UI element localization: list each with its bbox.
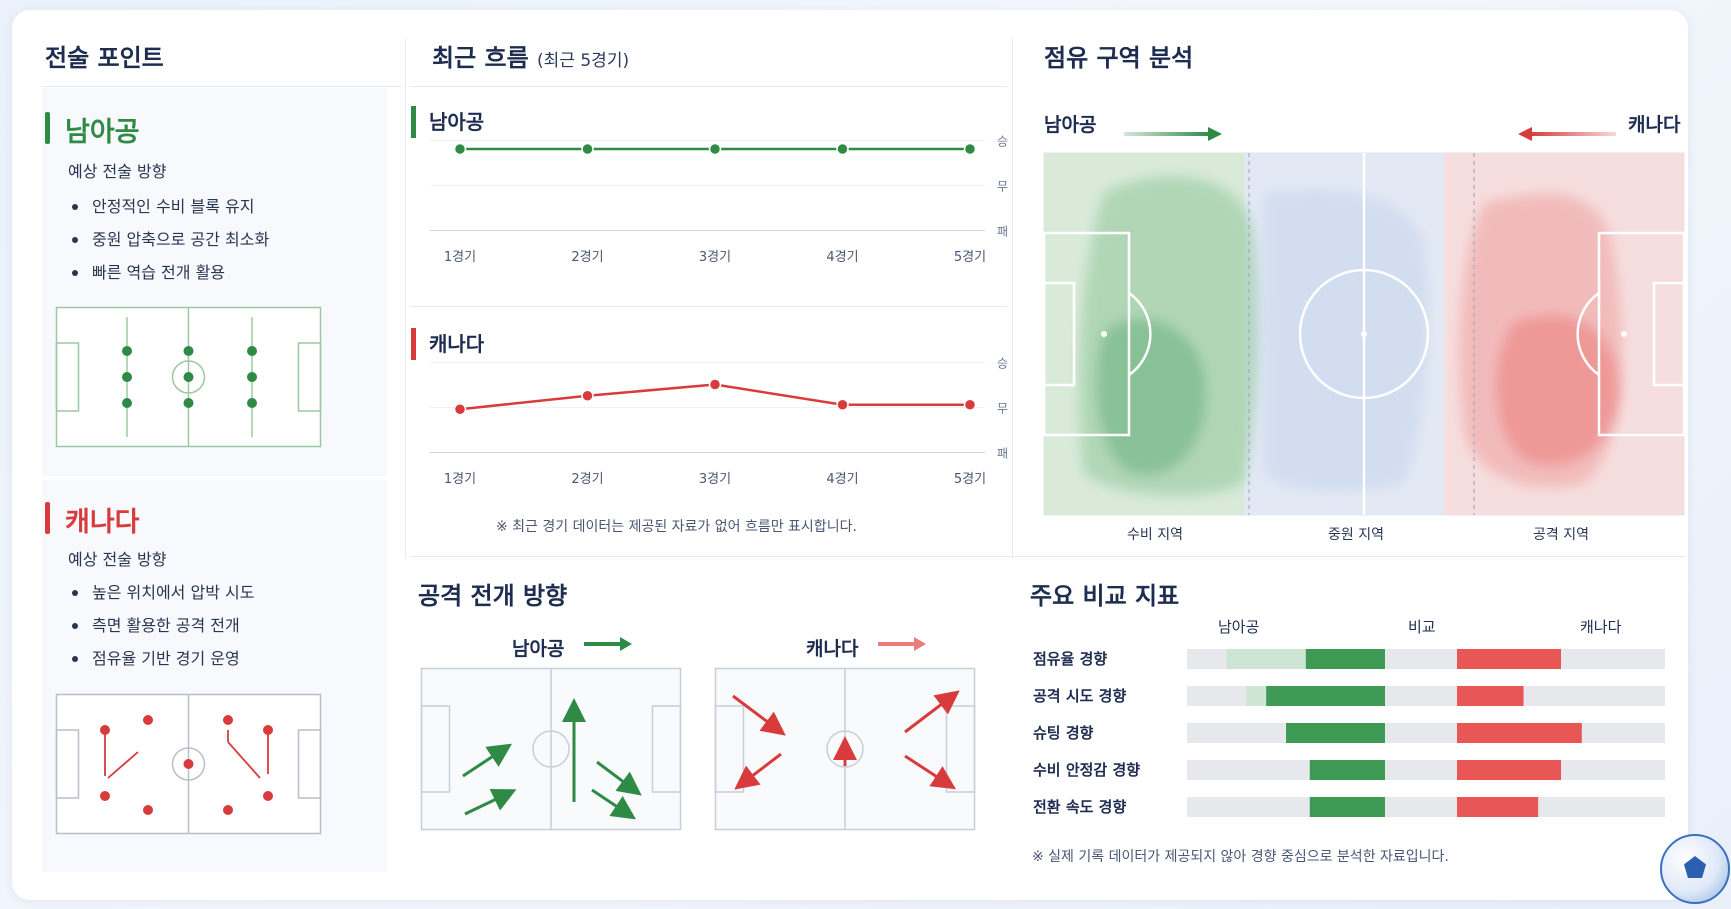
metric-label: 공격 시도 경향 bbox=[1033, 687, 1127, 705]
x-tick-label: 3경기 bbox=[699, 250, 731, 265]
data-point bbox=[836, 398, 849, 411]
y-tick-label: 패 bbox=[997, 447, 1008, 461]
bar-home bbox=[1309, 797, 1385, 817]
trend-subtitle: (최근 5경기) bbox=[537, 51, 630, 71]
trend-away-title: 캐나다 bbox=[411, 328, 484, 360]
bar-home bbox=[1309, 760, 1385, 780]
data-point bbox=[836, 142, 849, 156]
trend-title: 최근 흐름 (최근 5경기) bbox=[432, 38, 629, 73]
possession-home-label: 남아공 bbox=[1044, 114, 1097, 136]
zone-label-midfield: 중원 지역 bbox=[1328, 527, 1384, 543]
x-tick-label: 2경기 bbox=[571, 472, 603, 487]
list-item: 점유율 기반 경기 운영 bbox=[72, 642, 254, 675]
divider bbox=[410, 86, 1007, 87]
list-item: 빠른 역습 전개 활용 bbox=[72, 256, 269, 289]
attack-home-pitch bbox=[420, 667, 682, 831]
y-tick-label: 승 bbox=[997, 135, 1008, 149]
away-team-name: 캐나다 bbox=[45, 500, 140, 539]
metric-label: 수비 안정감 경향 bbox=[1033, 761, 1141, 779]
possession-away-label: 캐나다 bbox=[1628, 114, 1681, 136]
data-point bbox=[581, 389, 594, 402]
trend-home-chart: 승무패 1경기 2경기 3경기 4경기 5경기 bbox=[430, 135, 1008, 265]
tactics-title: 전술 포인트 bbox=[45, 44, 164, 72]
metrics-header-mid: 비교 bbox=[1408, 618, 1436, 636]
x-tick-label: 5경기 bbox=[954, 250, 986, 265]
bar-away bbox=[1457, 797, 1539, 817]
away-plan-label: 예상 전술 방향 bbox=[68, 550, 167, 569]
home-tactics-list: 안정적인 수비 블록 유지 중원 압축으로 공간 최소화 빠른 역습 전개 활용 bbox=[72, 190, 269, 289]
x-tick-label: 3경기 bbox=[699, 472, 731, 487]
home-formation-pitch bbox=[55, 306, 322, 448]
y-tick-label: 무 bbox=[997, 402, 1008, 416]
attack-title: 공격 전개 방향 bbox=[418, 582, 568, 610]
list-item: 중원 압축으로 공간 최소화 bbox=[72, 223, 269, 256]
data-point bbox=[453, 142, 467, 156]
metrics-note: ※ 실제 기록 데이터가 제공되지 않아 경향 중심으로 분석한 자료입니다. bbox=[1032, 849, 1449, 865]
list-item: 높은 위치에서 압박 시도 bbox=[72, 576, 254, 609]
trend-away-chart: 승무패 1경기 2경기 3경기 4경기 5경기 bbox=[430, 357, 1008, 487]
divider bbox=[405, 38, 406, 558]
metric-label: 슈팅 경향 bbox=[1033, 724, 1094, 742]
possession-title: 점유 구역 분석 bbox=[1044, 44, 1194, 72]
bar-home bbox=[1266, 686, 1385, 706]
data-point bbox=[708, 142, 722, 156]
list-item: 측면 활용한 공격 전개 bbox=[72, 609, 254, 642]
possession-heatmap bbox=[1042, 152, 1686, 516]
home-team-name: 남아공 bbox=[45, 110, 140, 149]
data-point bbox=[708, 378, 722, 391]
home-plan-label: 예상 전술 방향 bbox=[68, 162, 167, 181]
trend-note: ※ 최근 경기 데이터는 제공된 자료가 없어 흐름만 표시합니다. bbox=[496, 519, 857, 535]
soccer-ball-icon bbox=[1660, 834, 1730, 904]
x-tick-label: 4경기 bbox=[826, 472, 858, 487]
zone-label-defense: 수비 지역 bbox=[1127, 527, 1183, 543]
x-tick-label: 4경기 bbox=[826, 250, 858, 265]
away-formation-pitch bbox=[55, 693, 322, 835]
metrics-header-home: 남아공 bbox=[1218, 618, 1260, 636]
metric-label: 점유율 경향 bbox=[1033, 650, 1108, 668]
bar-away bbox=[1457, 686, 1524, 706]
data-point bbox=[963, 398, 977, 411]
bar-home bbox=[1305, 649, 1385, 669]
data-point bbox=[453, 403, 467, 416]
metric-label: 전환 속도 경향 bbox=[1033, 798, 1127, 816]
bar-away bbox=[1457, 723, 1582, 743]
bar-home bbox=[1286, 723, 1385, 743]
x-tick-label: 2경기 bbox=[571, 250, 603, 265]
divider bbox=[42, 86, 402, 87]
x-tick-label: 5경기 bbox=[954, 472, 986, 487]
attack-away-label: 캐나다 bbox=[806, 638, 859, 660]
attack-away-arrow bbox=[878, 637, 926, 651]
metrics-header-away: 캐나다 bbox=[1580, 618, 1622, 636]
home-direction-arrow bbox=[1124, 127, 1222, 141]
attack-home-arrow bbox=[584, 637, 632, 651]
metrics-bar-chart bbox=[1187, 649, 1665, 817]
divider bbox=[410, 306, 1007, 307]
zone-label-attack: 공격 지역 bbox=[1533, 527, 1589, 543]
bar-away bbox=[1457, 760, 1561, 780]
y-tick-label: 무 bbox=[997, 180, 1008, 194]
bar-track bbox=[1187, 760, 1665, 780]
bar-track bbox=[1187, 797, 1665, 817]
trend-home-title: 남아공 bbox=[411, 106, 484, 138]
divider bbox=[1012, 38, 1013, 558]
data-point bbox=[581, 142, 594, 156]
y-tick-label: 승 bbox=[997, 357, 1008, 371]
attack-away-pitch bbox=[714, 667, 976, 831]
list-item: 안정적인 수비 블록 유지 bbox=[72, 190, 269, 223]
x-tick-label: 1경기 bbox=[444, 472, 476, 487]
attack-home-label: 남아공 bbox=[512, 638, 565, 660]
away-tactics-list: 높은 위치에서 압박 시도 측면 활용한 공격 전개 점유율 기반 경기 운영 bbox=[72, 576, 254, 675]
data-point bbox=[963, 142, 977, 156]
bar-away bbox=[1457, 649, 1561, 669]
trend-title-text: 최근 흐름 bbox=[432, 44, 529, 72]
x-tick-label: 1경기 bbox=[444, 250, 476, 265]
away-direction-arrow bbox=[1518, 127, 1616, 141]
bar-track bbox=[1187, 723, 1665, 743]
divider bbox=[410, 556, 1685, 557]
y-tick-label: 패 bbox=[997, 225, 1008, 239]
metrics-title: 주요 비교 지표 bbox=[1030, 582, 1180, 610]
